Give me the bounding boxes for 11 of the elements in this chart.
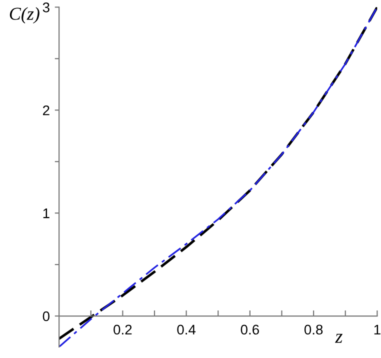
y-tick-label: 1 xyxy=(43,208,50,218)
y-axis-title: C(z) xyxy=(10,7,40,24)
y-tick-label: 2 xyxy=(43,105,50,116)
x-tick-label: 0.4 xyxy=(177,324,196,335)
x-tick-label: 0.2 xyxy=(114,324,132,335)
x-axis-title: z xyxy=(335,334,343,343)
x-tick-label: 0.6 xyxy=(240,324,259,335)
y-tick-label: 3 xyxy=(42,2,50,12)
x-tick-label: 0.8 xyxy=(304,324,323,335)
y-tick-label: 0 xyxy=(42,311,50,322)
x-tick-label: 1 xyxy=(374,324,380,334)
